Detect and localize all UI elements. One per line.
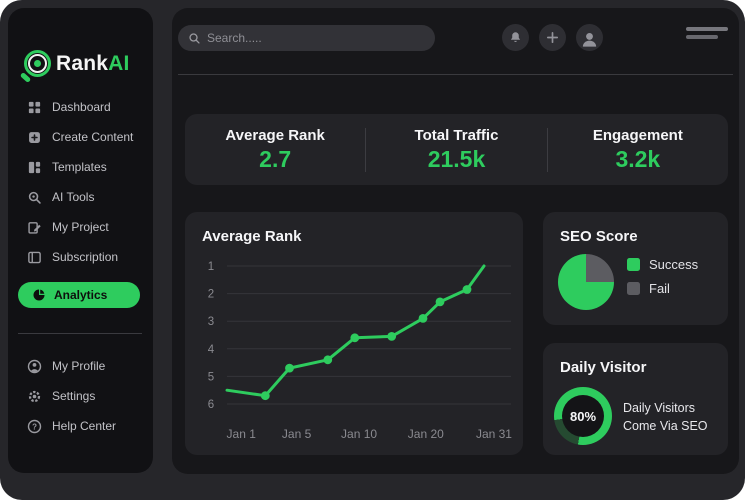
sidebar-item-label: Templates [52, 160, 107, 174]
sidebar-item-create-content[interactable]: Create Content [8, 122, 153, 152]
card-icon [27, 250, 42, 265]
search-input[interactable] [207, 31, 425, 45]
stat-divider [365, 127, 367, 172]
user-icon [580, 26, 599, 49]
seo-score-title: SEO Score [560, 228, 638, 245]
plus-icon [545, 30, 560, 45]
sidebar-item-my-profile[interactable]: My Profile [8, 351, 153, 381]
sidebar-nav: Dashboard Create Content Templates AI Tools… [8, 92, 153, 272]
logo: RankAI [19, 50, 130, 84]
svg-text:Jan 31: Jan 31 [476, 427, 512, 441]
logo-target-icon [19, 50, 51, 84]
svg-text:?: ? [32, 422, 37, 431]
average-rank-chart-card: Average Rank 1 2 3 4 5 6 Jan 1 Jan 5 Jan 10 Jan 2… [185, 212, 523, 455]
pie-icon [32, 288, 46, 302]
sidebar-item-label: AI Tools [52, 190, 95, 204]
notifications-button[interactable] [502, 24, 529, 51]
stat-value: 21.5k [427, 145, 486, 172]
add-button[interactable] [539, 24, 566, 51]
legend-label: Success [649, 257, 699, 272]
sidebar-item-label: Help Center [52, 419, 117, 433]
svg-text:Jan 1: Jan 1 [227, 427, 257, 441]
brand-name: RankAI [56, 51, 130, 75]
sidebar-item-subscription[interactable]: Subscription [8, 242, 153, 272]
svg-text:1: 1 [208, 261, 214, 273]
sidebar-item-label: My Profile [52, 359, 106, 373]
average-rank-line-chart: 1 2 3 4 5 6 Jan 1 Jan 5 Jan 10 Jan 20 Jan 31 [208, 261, 513, 441]
svg-text:3: 3 [208, 316, 214, 328]
legend-swatch [627, 282, 640, 295]
sidebar-item-settings[interactable]: Settings [8, 381, 153, 411]
sidebar-item-my-project[interactable]: My Project [8, 212, 153, 242]
layout-icon [27, 160, 42, 175]
sidebar-item-help-center[interactable]: ? Help Center [8, 411, 153, 441]
question-circle-icon: ? [27, 419, 42, 434]
sidebar-item-ai-tools[interactable]: AI Tools [8, 182, 153, 212]
stat-value: 3.2k [615, 145, 661, 172]
sidebar-item-label: Dashboard [52, 100, 111, 114]
chart-title: Average Rank [202, 228, 302, 245]
svg-text:Jan 10: Jan 10 [341, 427, 377, 441]
sidebar: RankAI Dashboard Create Content Templates A… [8, 8, 153, 473]
stat-engagement: Engagement 3.2k [548, 127, 728, 173]
sidebar-item-label: My Project [52, 220, 109, 234]
search-icon [188, 32, 201, 45]
magnifier-icon [27, 190, 42, 205]
sidebar-divider [18, 333, 142, 334]
stat-divider [546, 127, 548, 172]
svg-text:5: 5 [208, 371, 214, 383]
daily-visitor-donut: 80% [554, 387, 612, 445]
daily-visitor-title: Daily Visitor [560, 359, 647, 376]
stat-label: Total Traffic [414, 126, 499, 144]
stat-label: Average Rank [225, 126, 325, 144]
sidebar-item-analytics[interactable]: Analytics [18, 282, 140, 308]
daily-visitor-caption: Daily Visitors Come Via SEO [623, 401, 708, 433]
bell-icon [508, 30, 523, 45]
grid-icon [27, 100, 42, 115]
daily-visitor-card: Daily Visitor 80% Daily Visitors Come Vi… [543, 343, 728, 455]
topbar-divider [178, 74, 733, 75]
stat-average-rank: Average Rank 2.7 [185, 127, 365, 173]
stat-value: 2.7 [259, 145, 292, 172]
svg-text:2: 2 [208, 289, 214, 301]
sidebar-item-label: Analytics [54, 288, 108, 302]
seo-pie-chart [558, 254, 614, 310]
sidebar-footer-nav: My Profile Settings? Help Center [8, 351, 153, 441]
svg-text:Jan 5: Jan 5 [282, 427, 312, 441]
avatar[interactable] [576, 24, 603, 51]
legend-label: Fail [649, 281, 670, 296]
svg-text:6: 6 [208, 399, 214, 411]
sidebar-item-templates[interactable]: Templates [8, 152, 153, 182]
user-icon [27, 359, 42, 374]
legend-swatch [627, 258, 640, 271]
stats-card: Average Rank 2.7 Total Traffic 21.5k Engagem… [185, 114, 728, 185]
sidebar-item-label: Subscription [52, 250, 119, 264]
stat-label: Engagement [592, 126, 683, 144]
sidebar-item-label: Settings [52, 389, 96, 403]
svg-text:Jan 20: Jan 20 [408, 427, 444, 441]
stat-total-traffic: Total Traffic 21.5k [366, 127, 546, 173]
search-bar [178, 25, 435, 51]
daily-visitor-percent: 80% [569, 408, 597, 424]
svg-text:4: 4 [208, 344, 215, 356]
topbar-actions [502, 24, 603, 51]
sidebar-item-label: Create Content [52, 130, 134, 144]
seo-legend: Success Fail [627, 257, 698, 296]
gear-icon [27, 389, 42, 404]
sidebar-item-dashboard[interactable]: Dashboard [8, 92, 153, 122]
menu-icon[interactable] [686, 27, 728, 40]
legend-item-fail: Fail [627, 281, 698, 296]
seo-score-card: SEO Score Success Fail [543, 212, 728, 325]
edit-doc-icon [27, 220, 42, 235]
legend-item-success: Success [627, 257, 698, 272]
plus-square-icon [27, 130, 42, 145]
